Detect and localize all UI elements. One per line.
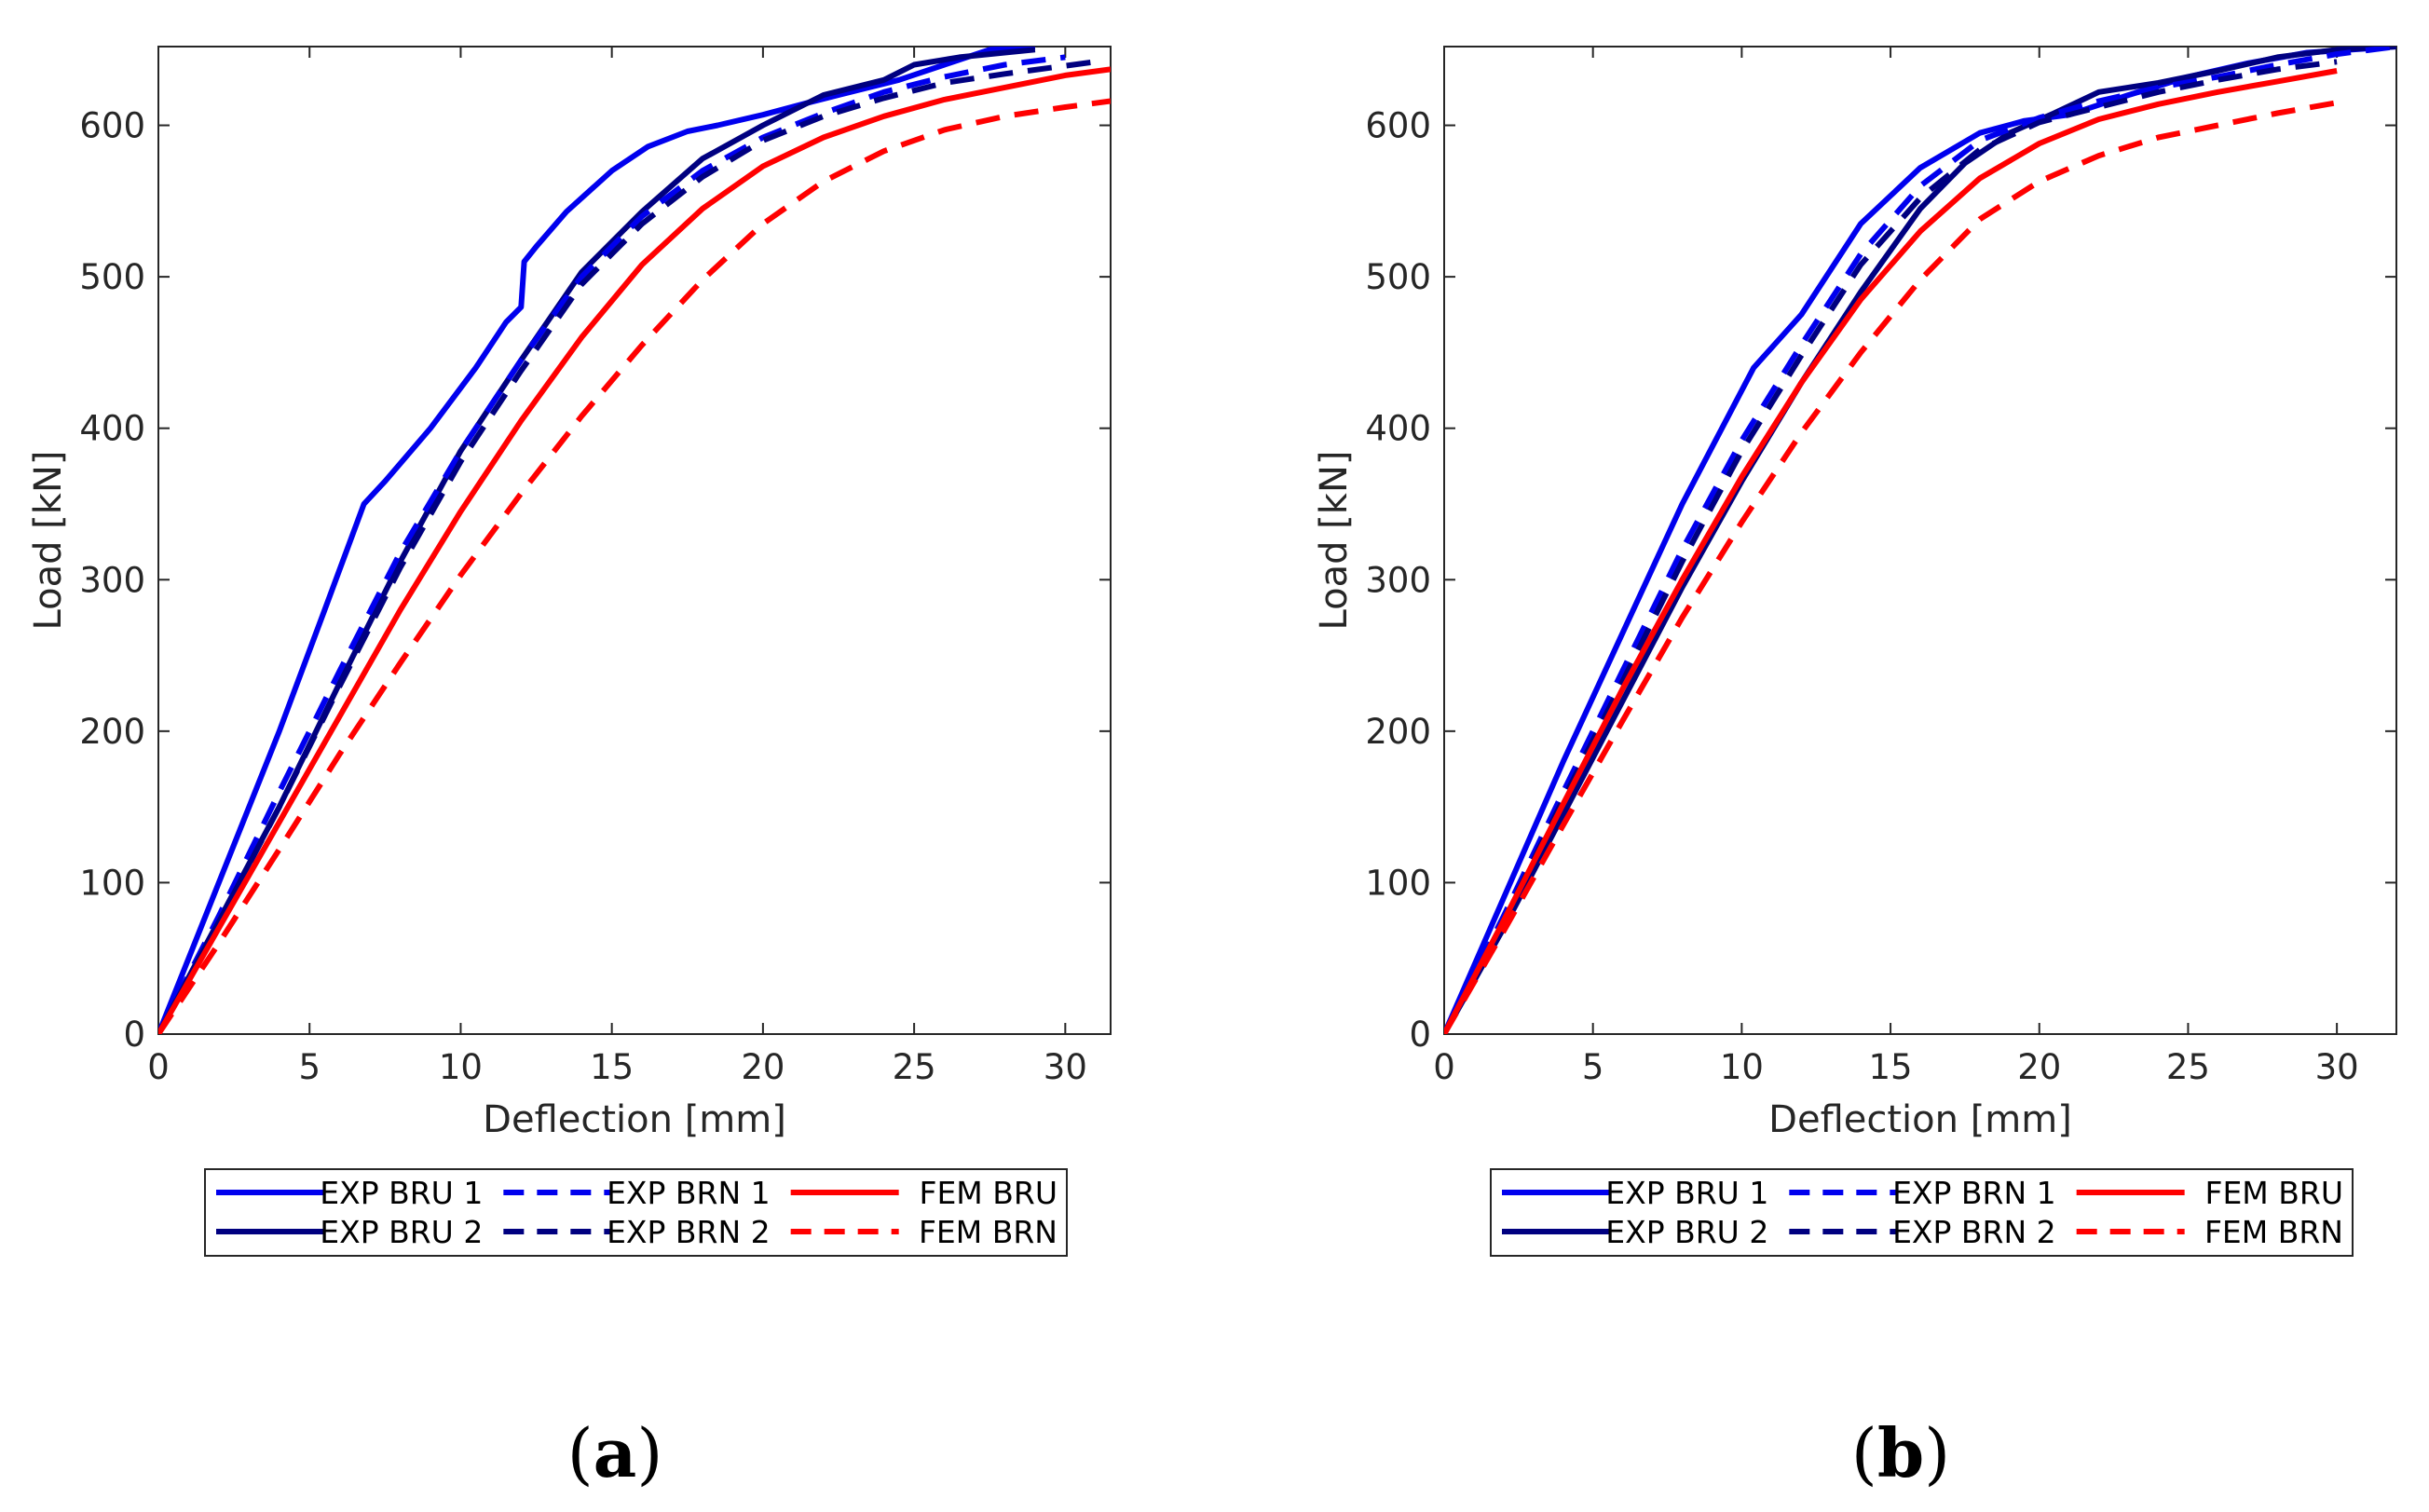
legend-label-fem-brn: FEM BRN <box>2204 1214 2343 1250</box>
y-tick-label: 300 <box>79 560 145 600</box>
y-tick-label: 200 <box>79 712 145 752</box>
legend-label-exp-bru-2: EXP BRU 2 <box>1605 1214 1768 1250</box>
legend-label-exp-brn-2: EXP BRN 2 <box>607 1214 771 1250</box>
series-line-fem-bru <box>1444 68 2338 1034</box>
panel-b: 0 5 10 15 20 25 300100200300400500600Deflectio… <box>1313 46 2397 1492</box>
x-tick-label: 0 <box>147 1047 170 1087</box>
x-tick-label: 30 <box>1044 1047 1087 1087</box>
legend-label-exp-bru-1: EXP BRU 1 <box>320 1175 483 1211</box>
y-tick-label: 500 <box>79 257 145 297</box>
y-tick-label: 400 <box>1365 409 1431 449</box>
legend-box <box>1490 1168 2354 1257</box>
y-tick-label: 300 <box>1365 560 1431 600</box>
x-axis-title: Deflection [mm] <box>483 1098 786 1141</box>
x-tick-label: 30 <box>2315 1047 2359 1087</box>
plot-area-frame <box>157 46 1112 1035</box>
legend-box <box>204 1168 1068 1257</box>
panel-label: (b) <box>1851 1413 1951 1492</box>
x-tick-label: 20 <box>741 1047 785 1087</box>
y-axis-title: Load [kN] <box>1313 451 1356 631</box>
legend-label-fem-bru: FEM BRU <box>2204 1175 2343 1211</box>
legend-label-exp-bru-1: EXP BRU 1 <box>1605 1175 1768 1211</box>
y-tick-label: 100 <box>79 863 145 903</box>
y-tick-label: 100 <box>1365 863 1431 903</box>
series-line-exp-brn-2 <box>158 59 1097 1034</box>
series-line-exp-bru-2 <box>158 47 1036 1034</box>
y-tick-label: 0 <box>1409 1015 1431 1055</box>
y-tick-label: 400 <box>79 409 145 449</box>
x-tick-label: 15 <box>1869 1047 1913 1087</box>
series-line-exp-bru-2 <box>1444 47 2396 1034</box>
series-line-exp-bru-1 <box>1444 47 2396 1034</box>
x-tick-label: 5 <box>298 1047 321 1087</box>
series-line-fem-bru <box>158 66 1111 1034</box>
series-line-fem-brn <box>1444 100 2338 1034</box>
y-tick-label: 200 <box>1365 712 1431 752</box>
y-axis-title: Load [kN] <box>27 451 70 631</box>
x-tick-label: 10 <box>1720 1047 1764 1087</box>
panel-label: (a) <box>567 1413 663 1492</box>
legend-label-exp-brn-2: EXP BRN 2 <box>1892 1214 2056 1250</box>
x-tick-label: 15 <box>590 1047 634 1087</box>
x-tick-label: 10 <box>439 1047 483 1087</box>
legend-label-exp-brn-1: EXP BRN 1 <box>1892 1175 2056 1211</box>
x-tick-label: 20 <box>2017 1047 2061 1087</box>
legend-label-exp-bru-2: EXP BRU 2 <box>320 1214 483 1250</box>
series-group <box>1444 47 2396 1034</box>
x-tick-label: 5 <box>1582 1047 1604 1087</box>
x-tick-label: 0 <box>1433 1047 1455 1087</box>
y-tick-label: 600 <box>79 106 145 146</box>
legend-label-exp-brn-1: EXP BRN 1 <box>607 1175 771 1211</box>
panel-a: 0 5 10 15 20 25 300100200300400500600Deflectio… <box>27 46 1112 1492</box>
y-tick-label: 500 <box>1365 257 1431 297</box>
series-line-exp-brn-1 <box>1444 47 2396 1034</box>
series-line-fem-brn <box>158 98 1111 1034</box>
plot-area-frame <box>1443 46 2397 1035</box>
y-tick-label: 0 <box>123 1015 145 1055</box>
x-axis-title: Deflection [mm] <box>1768 1098 2072 1141</box>
series-group <box>158 47 1111 1034</box>
legend-label-fem-brn: FEM BRN <box>919 1214 1058 1250</box>
x-tick-label: 25 <box>893 1047 936 1087</box>
series-line-exp-brn-2 <box>1444 59 2338 1034</box>
series-line-exp-brn-1 <box>158 54 1066 1034</box>
y-tick-label: 600 <box>1365 106 1431 146</box>
series-line-exp-bru-1 <box>158 47 1036 1034</box>
legend-label-fem-bru: FEM BRU <box>919 1175 1058 1211</box>
x-tick-label: 25 <box>2166 1047 2210 1087</box>
